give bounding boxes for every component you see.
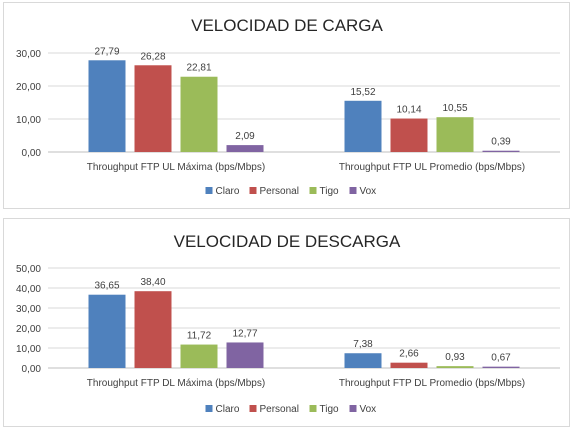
download-speed-chart-svg: VELOCIDAD DE DESCARGA 0,00 10,00 20,00 30,0… (16, 232, 560, 415)
bar-claro (88, 294, 126, 368)
data-label: 15,52 (350, 87, 375, 98)
category-label: Throughput FTP DL Máxima (bps/Mbps) (87, 378, 265, 389)
legend-label: Tigo (320, 404, 340, 415)
data-label: 27,79 (94, 46, 119, 57)
bar-vox (482, 366, 520, 368)
bar-tigo (436, 117, 474, 152)
legend-swatch (205, 187, 213, 194)
data-label: 0,67 (491, 353, 511, 364)
legend-item-tigo: Tigo (309, 404, 340, 415)
legend-swatch (205, 405, 213, 412)
bar-personal (390, 362, 428, 368)
y-tick-label: 0,00 (22, 148, 42, 159)
legend-swatch (309, 187, 317, 194)
legend-label: Claro (216, 186, 240, 197)
data-label: 2,66 (399, 349, 419, 360)
data-label: 2,09 (235, 131, 255, 142)
bar-personal (134, 291, 172, 368)
legend-item-claro: Claro (205, 404, 240, 415)
legend-item-tigo: Tigo (309, 186, 340, 197)
legend-label: Tigo (320, 186, 340, 197)
bar-tigo (436, 366, 474, 368)
legend-label: Vox (360, 186, 377, 197)
data-label: 0,93 (445, 352, 465, 363)
bar-claro (344, 100, 382, 152)
y-tick-label: 30,00 (16, 304, 41, 315)
bar-claro (344, 353, 382, 368)
bar-vox (482, 150, 520, 152)
data-label: 26,28 (140, 51, 165, 62)
y-tick-label: 10,00 (16, 344, 41, 355)
data-label: 10,55 (442, 103, 467, 114)
chart-title: VELOCIDAD DE DESCARGA (174, 232, 401, 251)
legend-swatch (249, 187, 257, 194)
data-label: 10,14 (396, 105, 421, 116)
bar-claro (88, 60, 126, 152)
y-tick-label: 50,00 (16, 264, 41, 275)
y-tick-label: 20,00 (16, 82, 41, 93)
bar-personal (390, 118, 428, 152)
y-tick-label: 0,00 (22, 364, 42, 375)
y-tick-label: 30,00 (16, 49, 41, 60)
download-speed-chart: VELOCIDAD DE DESCARGA 0,00 10,00 20,00 30,0… (3, 218, 570, 427)
legend-item-personal: Personal (249, 186, 299, 197)
y-tick-label: 10,00 (16, 115, 41, 126)
legend-swatch (309, 405, 317, 412)
data-label: 0,39 (491, 137, 511, 148)
y-tick-label: 20,00 (16, 324, 41, 335)
legend-item-claro: Claro (205, 186, 240, 197)
legend-swatch (249, 405, 257, 412)
data-label: 12,77 (232, 328, 257, 339)
upload-speed-chart: VELOCIDAD DE CARGA 0,00 10,00 20,00 30,00 27… (3, 2, 570, 209)
upload-speed-chart-svg: VELOCIDAD DE CARGA 0,00 10,00 20,00 30,00 27… (16, 16, 560, 197)
legend-label: Vox (360, 404, 377, 415)
legend-item-vox: Vox (349, 404, 377, 415)
bar-tigo (180, 344, 218, 368)
legend-label: Claro (216, 404, 240, 415)
bar-vox (226, 145, 264, 152)
category-label: Throughput FTP UL Promedio (bps/Mbps) (339, 162, 525, 173)
y-tick-label: 40,00 (16, 284, 41, 295)
legend-item-vox: Vox (349, 186, 377, 197)
legend-label: Personal (260, 404, 299, 415)
legend-swatch (349, 187, 357, 194)
legend-item-personal: Personal (249, 404, 299, 415)
bar-personal (134, 65, 172, 152)
legend-swatch (349, 405, 357, 412)
data-label: 36,65 (94, 281, 119, 292)
data-label: 22,81 (186, 63, 211, 74)
data-label: 7,38 (353, 339, 373, 350)
category-label: Throughput FTP DL Promedio (bps/Mbps) (339, 378, 525, 389)
data-label: 11,72 (187, 331, 212, 342)
bar-tigo (180, 76, 218, 152)
legend-label: Personal (260, 186, 299, 197)
category-label: Throughput FTP UL Máxima (bps/Mbps) (87, 162, 265, 173)
bar-vox (226, 342, 264, 368)
data-label: 38,40 (140, 277, 165, 288)
chart-title: VELOCIDAD DE CARGA (191, 16, 383, 35)
